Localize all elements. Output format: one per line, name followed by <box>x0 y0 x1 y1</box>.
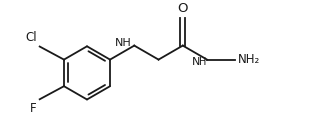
Text: NH: NH <box>115 38 132 48</box>
Text: F: F <box>30 102 37 115</box>
Text: O: O <box>177 2 188 15</box>
Text: N: N <box>192 57 200 67</box>
Text: NH₂: NH₂ <box>238 53 260 66</box>
Text: H: H <box>199 57 206 67</box>
Text: Cl: Cl <box>25 31 37 44</box>
